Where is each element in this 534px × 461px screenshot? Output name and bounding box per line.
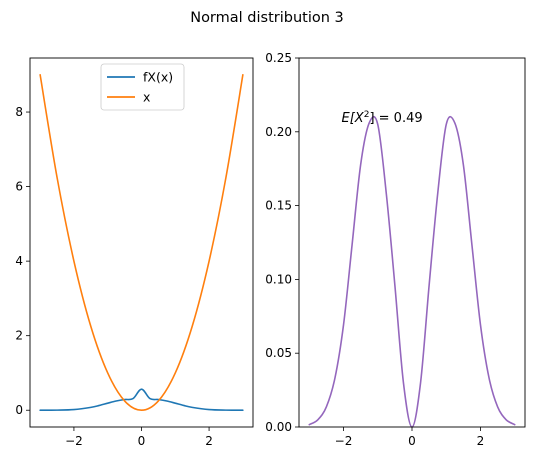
left-x-tick-label: 2 (205, 434, 213, 448)
expectation-annotation: E[X2] = 0.49 (342, 110, 423, 126)
left-series-line-0 (39, 388, 244, 412)
left-y-axis: 0 2 4 6 8 (15, 105, 30, 417)
legend-box (100, 63, 185, 111)
left-y-tick-label: 2 (15, 329, 23, 343)
chart-title: Normal distribution 3 (190, 10, 344, 26)
left-y-tick-label: 0 (15, 403, 23, 417)
right-panel: −2 0 2 0.00 0.05 0.10 0.15 0.20 0.25 E[X2] = 0.… (265, 51, 526, 448)
right-series-line-0 (308, 115, 516, 428)
left-panel: −2 0 2 0 2 4 6 8 fX(x) x (15, 57, 254, 448)
left-y-tick-label: 4 (15, 254, 23, 268)
legend-label-0: fX(x) (143, 70, 173, 85)
left-x-tick-label: −2 (65, 434, 83, 448)
left-axes-frame (29, 57, 254, 428)
legend-label-1: x (143, 90, 150, 105)
right-x-axis: −2 0 2 (335, 427, 485, 448)
right-y-tick-label: 0.20 (265, 125, 292, 139)
right-y-tick-label: 0.00 (265, 420, 292, 434)
left-x-tick-label: 0 (138, 434, 146, 448)
right-x-tick-label: −2 (335, 434, 353, 448)
right-plot-lines (308, 115, 516, 428)
right-y-tick-label: 0.15 (265, 199, 292, 213)
right-x-tick-label: 0 (408, 434, 416, 448)
right-y-tick-label: 0.05 (265, 346, 292, 360)
right-y-axis: 0.00 0.05 0.10 0.15 0.20 0.25 (265, 51, 299, 434)
right-x-tick-label: 2 (477, 434, 485, 448)
legend: fX(x) x (100, 63, 185, 111)
left-series-line-1 (39, 73, 244, 412)
left-plot-lines (39, 73, 244, 412)
right-y-tick-label: 0.10 (265, 272, 292, 286)
left-y-tick-label: 6 (15, 180, 23, 194)
left-y-tick-label: 8 (15, 105, 23, 119)
right-y-tick-label: 0.25 (265, 51, 292, 65)
left-x-axis: −2 0 2 (65, 427, 213, 448)
